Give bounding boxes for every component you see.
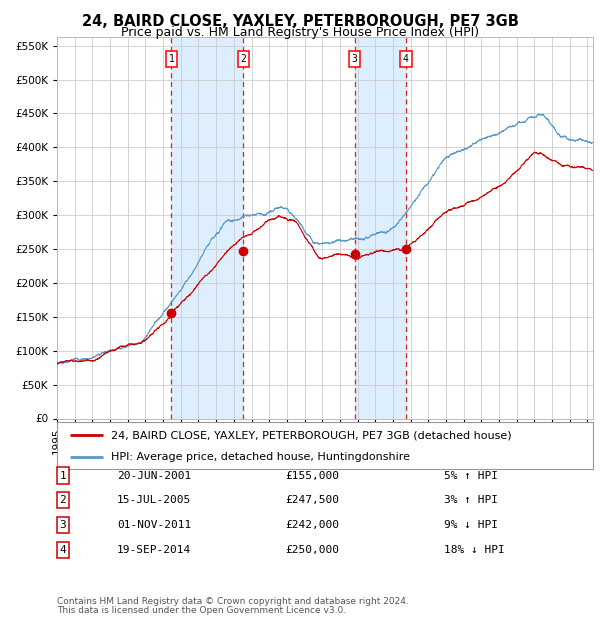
Text: 5% ↑ HPI: 5% ↑ HPI [444,471,498,480]
Text: 18% ↓ HPI: 18% ↓ HPI [444,545,505,555]
Text: Price paid vs. HM Land Registry's House Price Index (HPI): Price paid vs. HM Land Registry's House … [121,26,479,39]
Text: 01-NOV-2011: 01-NOV-2011 [117,520,191,530]
Text: 3: 3 [352,54,358,64]
Text: 2: 2 [241,54,247,64]
Bar [355,37,406,418]
Text: 24, BAIRD CLOSE, YAXLEY, PETERBOROUGH, PE7 3GB: 24, BAIRD CLOSE, YAXLEY, PETERBOROUGH, P… [82,14,518,29]
Text: 15-JUL-2005: 15-JUL-2005 [117,495,191,505]
Text: Contains HM Land Registry data © Crown copyright and database right 2024.: Contains HM Land Registry data © Crown c… [57,597,409,606]
Text: 1: 1 [59,471,67,480]
Text: £242,000: £242,000 [285,520,339,530]
Text: £247,500: £247,500 [285,495,339,505]
Text: HPI: Average price, detached house, Huntingdonshire: HPI: Average price, detached house, Hunt… [110,452,410,462]
Text: 3% ↑ HPI: 3% ↑ HPI [444,495,498,505]
Text: 2: 2 [59,495,67,505]
Text: £155,000: £155,000 [285,471,339,480]
Text: 19-SEP-2014: 19-SEP-2014 [117,545,191,555]
Text: 1: 1 [169,54,175,64]
Bar [172,37,244,418]
Text: 9% ↓ HPI: 9% ↓ HPI [444,520,498,530]
Text: 24, BAIRD CLOSE, YAXLEY, PETERBOROUGH, PE7 3GB (detached house): 24, BAIRD CLOSE, YAXLEY, PETERBOROUGH, P… [110,430,511,440]
Text: 4: 4 [59,545,67,555]
Text: 4: 4 [403,54,409,64]
Text: 20-JUN-2001: 20-JUN-2001 [117,471,191,480]
Text: £250,000: £250,000 [285,545,339,555]
Text: 3: 3 [59,520,67,530]
Text: This data is licensed under the Open Government Licence v3.0.: This data is licensed under the Open Gov… [57,606,346,615]
